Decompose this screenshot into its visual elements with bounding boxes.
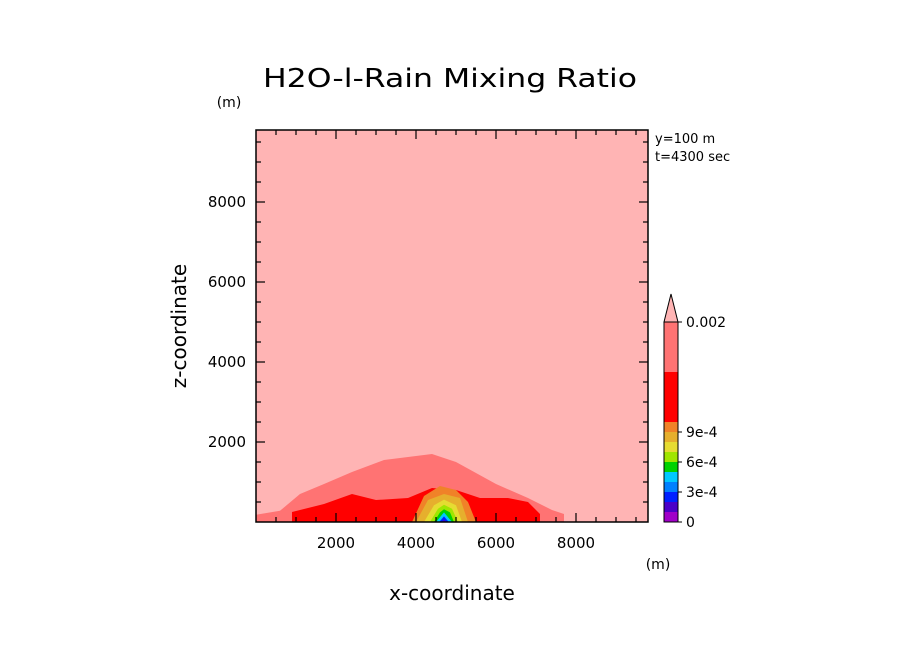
annotation-y-location: y=100 m [655,132,715,147]
y-tick-label: 4000 [208,353,246,371]
colorbar-label: 3e-4 [686,485,718,501]
colorbar-band [664,422,678,432]
colorbar-band [664,322,678,372]
x-tick-label: 6000 [477,534,515,552]
colorbar-band [664,472,678,482]
colorbar-label: 0.002 [686,315,726,331]
colorbar-band [664,482,678,492]
colorbar-label: 0 [686,515,695,531]
annotation-time: t=4300 sec [655,150,730,165]
colorbar-band [664,442,678,452]
colorbar-band [664,502,678,512]
colorbar-extension [663,293,679,323]
x-tick-label: 8000 [557,534,595,552]
colorbar-band [664,372,678,422]
chart-title: H2O-l-Rain Mixing Ratio [263,64,637,94]
plot-frame [255,129,649,523]
colorbar-band [664,512,678,522]
contour-background [256,130,648,522]
contour-region-1 [292,488,540,522]
y-tick-label: 8000 [208,193,246,211]
colorbar-label: 9e-4 [686,425,718,441]
contour-region-8 [439,516,449,522]
colorbar-band [664,462,678,472]
x-unit-label: (m) [646,557,671,573]
x-tick-label: 2000 [317,534,355,552]
y-tick-label: 2000 [208,433,246,451]
colorbar-label: 6e-4 [686,455,718,471]
colorbar: 0.002 9e-4 6e-4 3e-4 0 [663,293,726,531]
colorbar-frame [663,321,679,523]
y-unit-label: (m) [217,95,242,111]
colorbar-band [664,432,678,442]
x-axis-label: x-coordinate [389,581,515,605]
x-tick-label: 4000 [397,534,435,552]
colorbar-band [664,492,678,502]
y-tick-label: 6000 [208,273,246,291]
colorbar-band [664,452,678,462]
y-axis-label: z-coordinate [167,264,191,388]
